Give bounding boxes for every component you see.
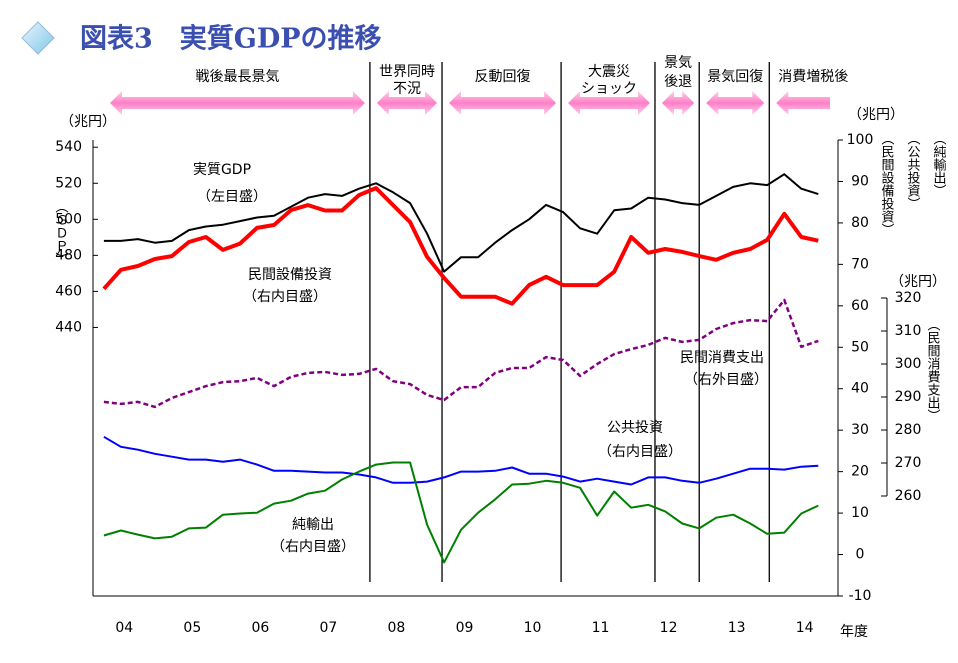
period-arrow bbox=[568, 91, 650, 115]
x-axis-label: 年度 bbox=[840, 624, 868, 640]
y2-unit: （兆円） bbox=[848, 107, 904, 123]
y3-tick-label: 290 bbox=[895, 389, 922, 405]
y2-tick-label: 60 bbox=[851, 298, 869, 314]
y2-tick-label: 50 bbox=[851, 339, 869, 355]
series-scale-note: （右外目盛） bbox=[684, 372, 768, 388]
x-tick-label: 04 bbox=[115, 620, 133, 636]
chart-title: 図表3 実質GDPの推移 bbox=[80, 23, 382, 55]
y3-tick-label: 280 bbox=[895, 422, 922, 438]
period-arrow bbox=[706, 91, 765, 115]
title-icon bbox=[21, 21, 55, 55]
y2-tick-label: 80 bbox=[851, 215, 869, 231]
x-tick-label: 10 bbox=[524, 620, 542, 636]
period-arrow bbox=[449, 91, 557, 115]
series-line bbox=[103, 461, 819, 564]
y3-tick-label: 310 bbox=[895, 323, 922, 339]
y-tick-label: 520 bbox=[55, 175, 82, 191]
y2-tick-label: 40 bbox=[851, 381, 869, 397]
y2-tick-label: 30 bbox=[851, 422, 869, 438]
x-tick-label: 12 bbox=[660, 620, 678, 636]
series-label: 純輸出 bbox=[292, 517, 334, 533]
y2-tick-label: 0 bbox=[856, 547, 865, 563]
x-tick-label: 13 bbox=[728, 620, 746, 636]
x-tick-label: 06 bbox=[251, 620, 269, 636]
x-tick-label: 14 bbox=[796, 620, 814, 636]
y3-tick-label: 300 bbox=[895, 356, 922, 372]
series-label: 実質GDP bbox=[193, 162, 251, 178]
x-tick-label: 05 bbox=[183, 620, 201, 636]
y2-tick-label: 70 bbox=[851, 256, 869, 272]
series-scale-note: （右内目盛） bbox=[243, 289, 327, 305]
period-label: 景気回復 bbox=[707, 68, 763, 85]
y2-tick-label: 100 bbox=[847, 132, 874, 148]
series-scale-note: （右内目盛） bbox=[271, 539, 355, 555]
period-label: 世界同時 bbox=[379, 64, 435, 80]
y-tick-label: 500 bbox=[55, 211, 82, 227]
y-axis-label: （ＧＤＰ） bbox=[53, 200, 69, 265]
y2-axis-label: （公共投資） bbox=[905, 132, 921, 210]
y3-tick-label: 320 bbox=[895, 290, 922, 306]
y2-tick-label: 90 bbox=[851, 173, 869, 189]
period-arrow bbox=[376, 91, 438, 115]
y3-unit: （兆円） bbox=[890, 274, 946, 290]
y3-tick-label: 270 bbox=[895, 455, 922, 471]
series-label: 民間設備投資 bbox=[248, 267, 332, 283]
period-arrow bbox=[661, 91, 695, 115]
y2-tick-label: 10 bbox=[851, 505, 869, 521]
period-label: 反動回復 bbox=[475, 68, 531, 85]
x-tick-label: 08 bbox=[388, 620, 406, 636]
period-label: 不況 bbox=[393, 81, 421, 97]
period-arrow bbox=[110, 91, 365, 115]
x-tick-label: 07 bbox=[319, 620, 337, 636]
series-line bbox=[103, 435, 819, 486]
period-label: 後退 bbox=[664, 74, 692, 90]
y-tick-label: 460 bbox=[55, 283, 82, 299]
y2-tick-label: -10 bbox=[849, 588, 872, 604]
x-tick-label: 09 bbox=[456, 620, 474, 636]
y2-axis-label: （純輸出） bbox=[931, 132, 947, 197]
period-arrow bbox=[776, 91, 830, 115]
period-label: ショック bbox=[581, 81, 637, 97]
period-label: 大震災 bbox=[588, 64, 630, 80]
y-tick-label: 480 bbox=[55, 247, 82, 263]
series-label: 公共投資 bbox=[607, 420, 663, 436]
y-tick-label: 540 bbox=[55, 139, 82, 155]
series-line bbox=[102, 186, 819, 306]
y-unit: （兆円） bbox=[60, 114, 116, 130]
series-scale-note: （左目盛） bbox=[197, 189, 267, 205]
series-line bbox=[103, 173, 819, 273]
y2-axis-label: （民間設備投資） bbox=[879, 132, 895, 236]
y3-tick-label: 260 bbox=[895, 488, 922, 504]
period-label: 戦後最長景気 bbox=[195, 69, 279, 85]
period-label: 消費増税後 bbox=[778, 69, 848, 85]
series-label: 民間消費支出 bbox=[680, 350, 764, 366]
series-scale-note: （右内目盛） bbox=[598, 444, 682, 460]
y3-axis-label: （民間消費支出） bbox=[925, 318, 941, 422]
y2-tick-label: 20 bbox=[851, 464, 869, 480]
series-line bbox=[103, 298, 819, 409]
y-tick-label: 440 bbox=[55, 319, 82, 335]
x-tick-label: 11 bbox=[592, 620, 610, 636]
period-label: 景気 bbox=[664, 55, 692, 71]
